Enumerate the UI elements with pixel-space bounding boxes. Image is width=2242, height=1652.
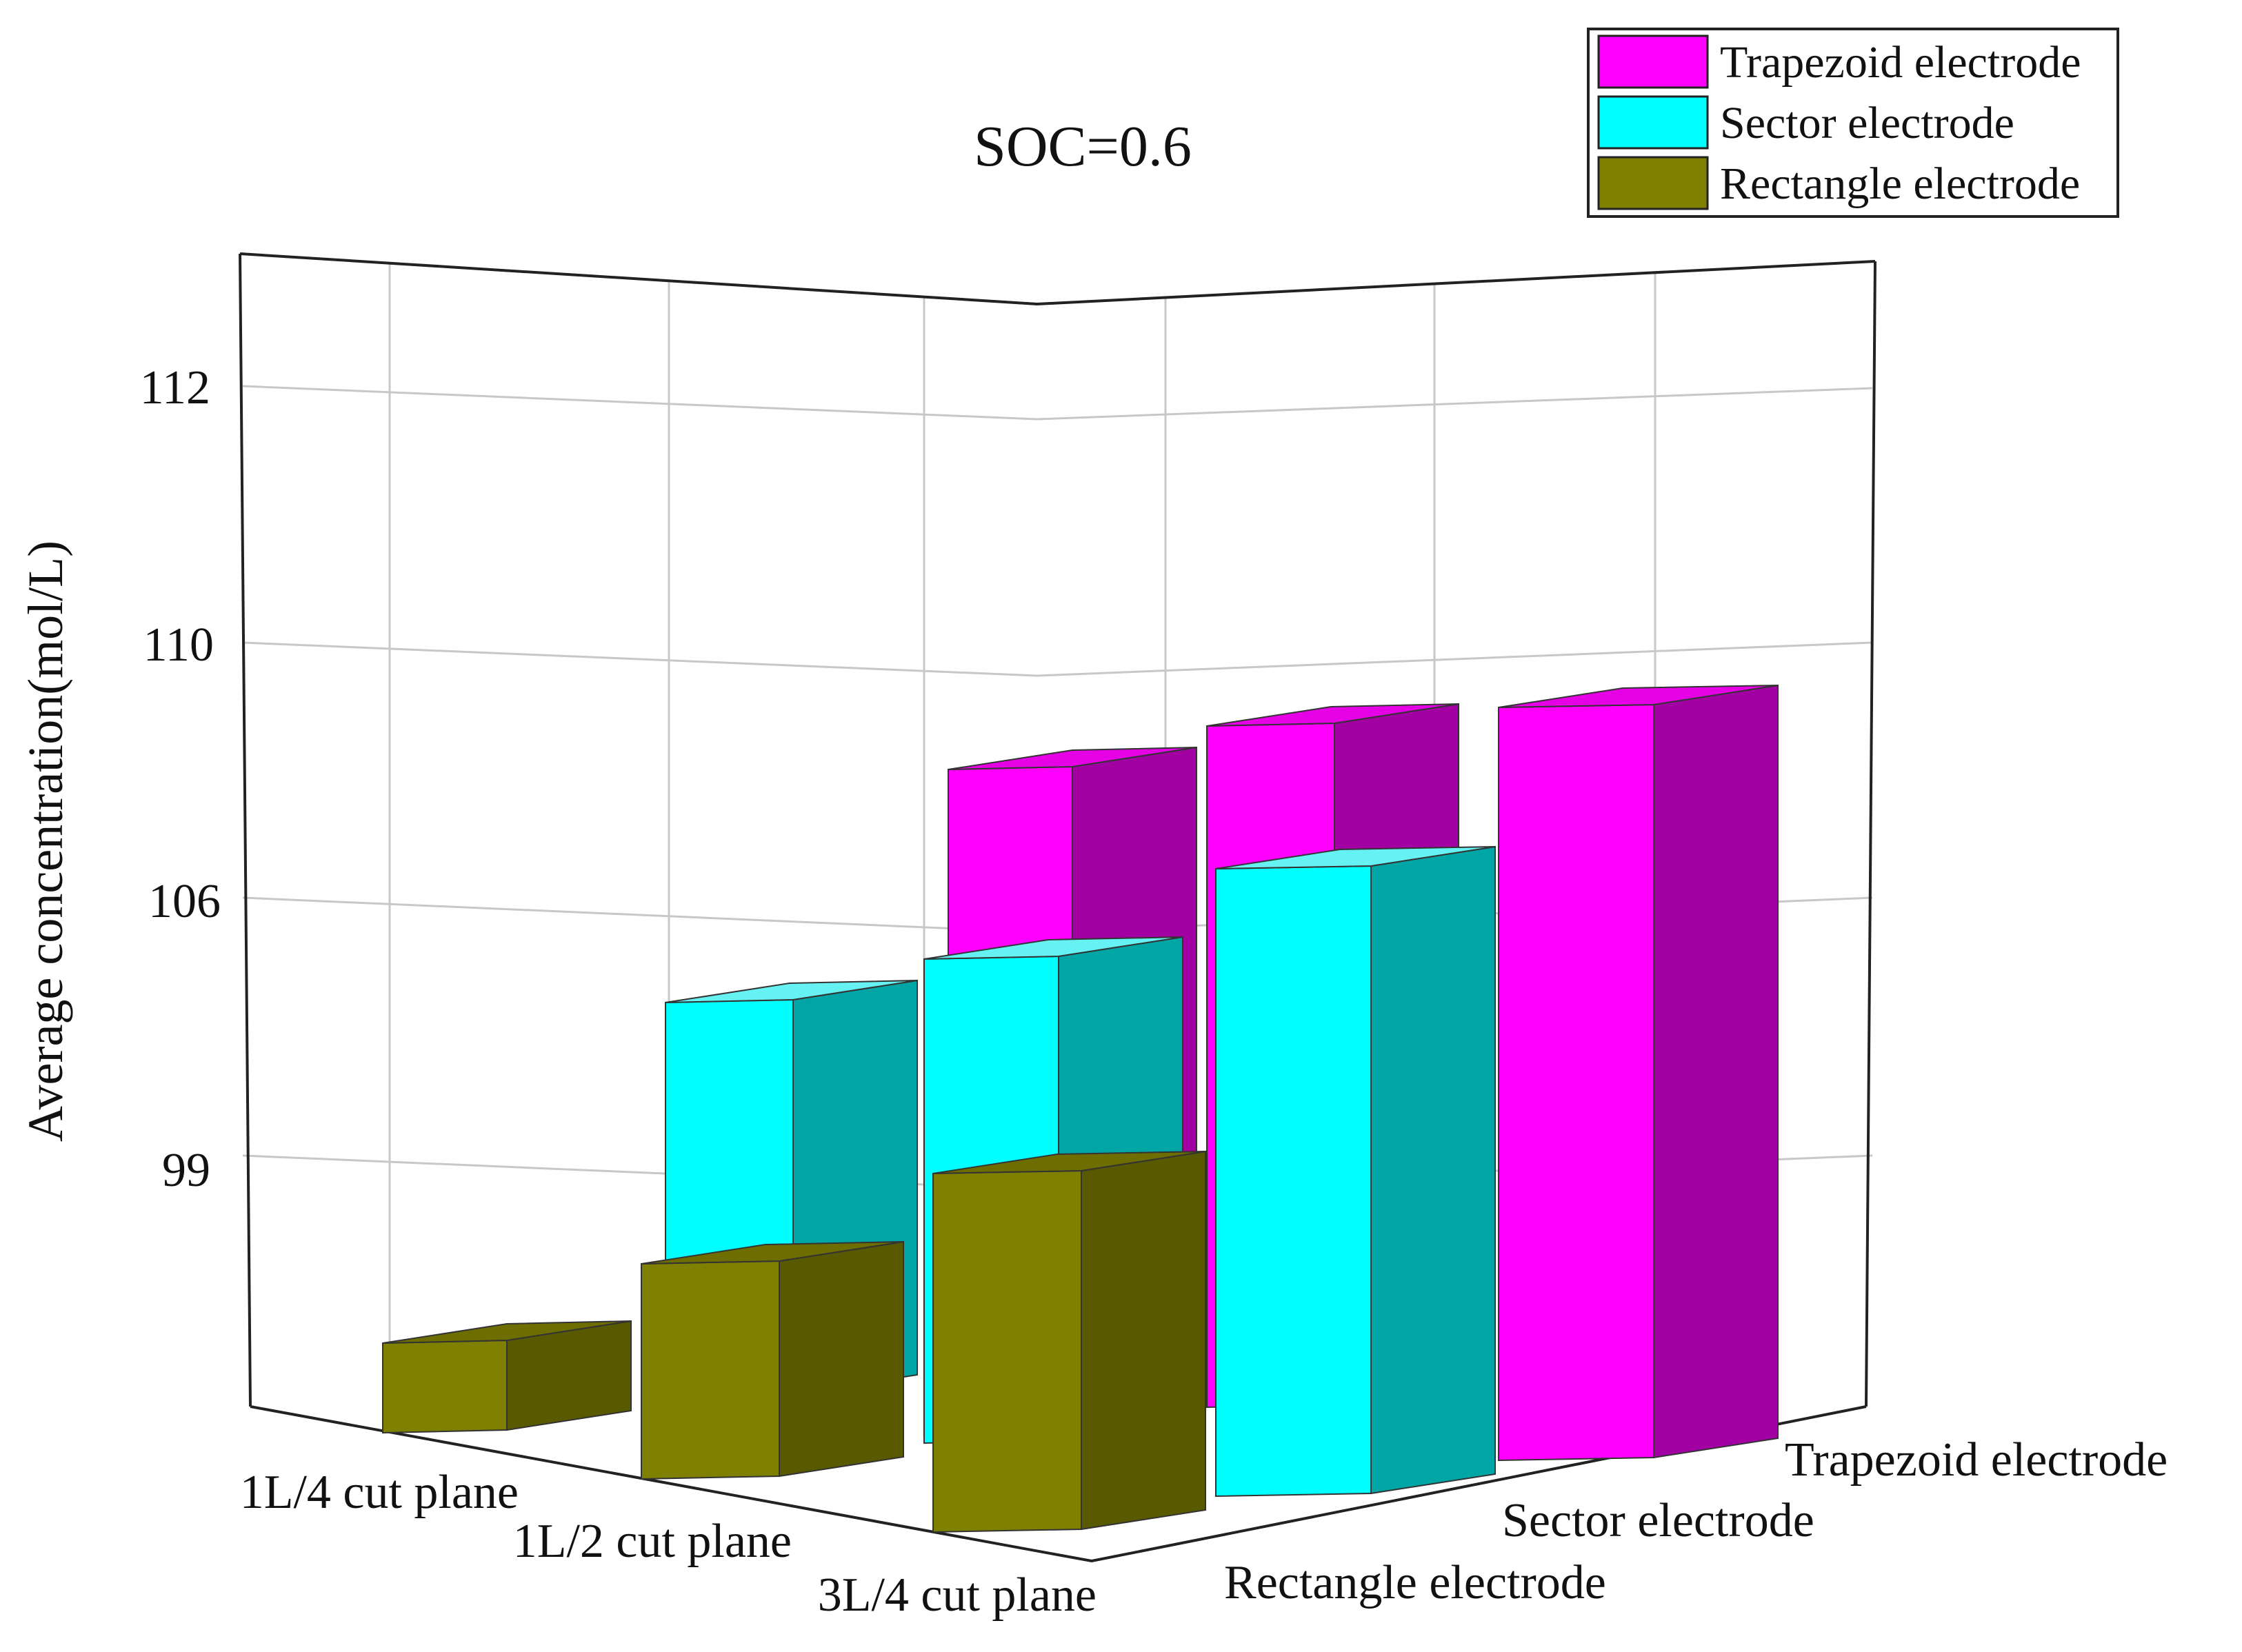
- bar-side-face: [1081, 1150, 1206, 1531]
- bar-rectangle-electrode-1: [382, 1320, 632, 1434]
- bar-top-face: [641, 1241, 904, 1265]
- gridline: [242, 385, 1038, 421]
- bar-top-face: [932, 1151, 1206, 1174]
- bar-top-face: [923, 936, 1183, 960]
- y-axis-label: Average concentration(mol/L): [18, 541, 73, 1142]
- depth-category-label: Sector electrode: [1502, 1494, 1814, 1547]
- depth-category-label: Rectangle electrode: [1224, 1556, 1606, 1609]
- bar-front-face: [641, 1260, 780, 1480]
- depth-category-labels: Rectangle electrode Sector electrode Tra…: [1224, 1433, 2168, 1609]
- gridline: [1037, 641, 1873, 677]
- y-tick-label: 106: [148, 875, 221, 928]
- gridline: [1037, 387, 1873, 421]
- y-ticks: 99 106 110 112: [140, 361, 221, 1197]
- legend-label: Sector electrode: [1720, 98, 2014, 148]
- x-category-labels: 1L/4 cut plane 1L/2 cut plane 3L/4 cut p…: [240, 1466, 1097, 1622]
- bar-rectangle-electrode-2: [641, 1240, 904, 1480]
- bar-front-face: [382, 1339, 508, 1434]
- x-category-label: 3L/4 cut plane: [818, 1569, 1097, 1622]
- bar-sector-electrode-3: [1215, 845, 1496, 1498]
- bar-front-face: [1498, 703, 1654, 1462]
- bar-top-face: [382, 1320, 632, 1344]
- legend-swatch-trapezoid: [1597, 34, 1709, 89]
- legend-label: Rectangle electrode: [1720, 159, 2080, 209]
- bar-front-face: [1215, 865, 1372, 1498]
- gridline: [242, 896, 1038, 934]
- bar-front-face: [932, 1169, 1082, 1533]
- bar-top-face: [1206, 703, 1459, 727]
- bar-trapezoid-electrode-3: [1498, 684, 1779, 1462]
- bar-top-face: [948, 747, 1197, 770]
- y-tick-label: 110: [143, 618, 214, 672]
- bar-side-face: [779, 1240, 904, 1478]
- legend-swatch-sector: [1597, 95, 1709, 150]
- bar-top-face: [665, 980, 918, 1003]
- bar-side-face: [1653, 684, 1779, 1459]
- gridline: [242, 641, 1038, 677]
- legend-swatch-rectangle: [1597, 156, 1709, 210]
- x-category-label: 1L/2 cut plane: [513, 1515, 792, 1568]
- legend: Trapezoid electrode Sector electrode Rec…: [1587, 28, 2119, 218]
- x-category-label: 1L/4 cut plane: [240, 1466, 519, 1519]
- y-tick-label: 112: [140, 361, 210, 414]
- legend-label: Trapezoid electrode: [1720, 37, 2081, 88]
- chart-title: SOC=0.6: [974, 114, 1192, 179]
- y-tick-label: 99: [162, 1144, 210, 1197]
- depth-category-label: Trapezoid electrode: [1785, 1433, 2168, 1487]
- bar-top-face: [1498, 685, 1779, 708]
- bar-rectangle-electrode-3: [932, 1150, 1206, 1533]
- bar-side-face: [1370, 845, 1496, 1495]
- bars: [382, 684, 1779, 1533]
- bar-top-face: [1215, 846, 1496, 869]
